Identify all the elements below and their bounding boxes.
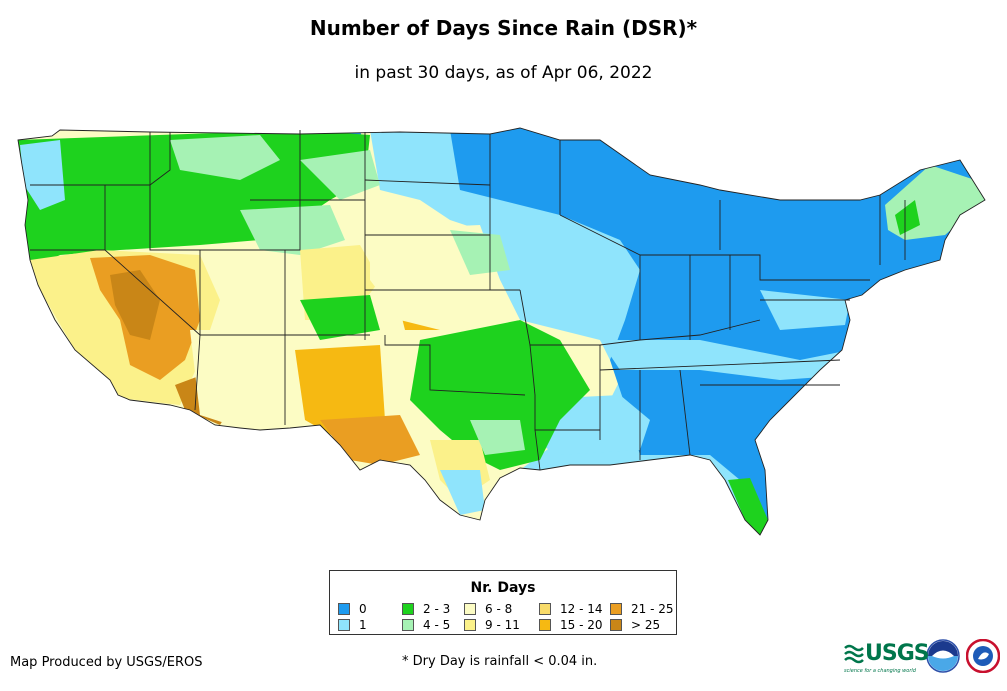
legend-item: 15 - 20 [539,618,603,632]
legend-swatch [402,619,414,631]
legend: Nr. Days 0 1 2 - 3 4 - 5 6 - 8 9 - 11 12 - 14 1… [329,570,677,635]
legend-label: 0 [359,602,367,616]
legend-label: 21 - 25 [631,602,674,616]
map-title: Number of Days Since Rain (DSR)* [309,16,698,40]
producer-credit: Map Produced by USGS/EROS [10,655,203,670]
legend-swatch [464,619,476,631]
legend-swatch [610,619,622,631]
usgs-logo: USGS science for a changing world [842,638,930,674]
legend-item: 6 - 8 [464,602,512,616]
legend-item: 21 - 25 [610,602,674,616]
legend-label: 12 - 14 [560,602,603,616]
legend-swatch [610,603,622,615]
agency-logos: USGS science for a changing world [842,638,1000,674]
dry-day-footnote: * Dry Day is rainfall < 0.04 in. [402,654,598,669]
legend-label: 2 - 3 [423,602,451,616]
legend-label: 15 - 20 [560,618,603,632]
legend-swatch [338,619,350,631]
legend-label: 9 - 11 [485,618,520,632]
legend-label: > 25 [631,618,661,632]
nws-logo-icon [966,639,1000,673]
legend-swatch [338,603,350,615]
legend-item: 12 - 14 [539,602,603,616]
legend-item: 9 - 11 [464,618,520,632]
noaa-logo-icon [926,639,960,673]
legend-swatch [539,619,551,631]
legend-label: 6 - 8 [485,602,513,616]
legend-swatch [539,603,551,615]
legend-swatch [464,603,476,615]
legend-swatch [402,603,414,615]
legend-item: 0 [338,602,367,616]
usgs-wordmark: USGS [865,641,930,666]
legend-item: > 25 [610,618,660,632]
legend-label: 1 [359,618,367,632]
usgs-wave-icon [844,644,864,664]
us-days-since-rain-map [17,127,986,536]
legend-item: 2 - 3 [402,602,450,616]
legend-title: Nr. Days [470,580,536,596]
legend-label: 4 - 5 [423,618,451,632]
map-subtitle: in past 30 days, as of Apr 06, 2022 [354,63,653,83]
usgs-tagline: science for a changing world [844,668,916,674]
legend-item: 1 [338,618,367,632]
legend-item: 4 - 5 [402,618,450,632]
